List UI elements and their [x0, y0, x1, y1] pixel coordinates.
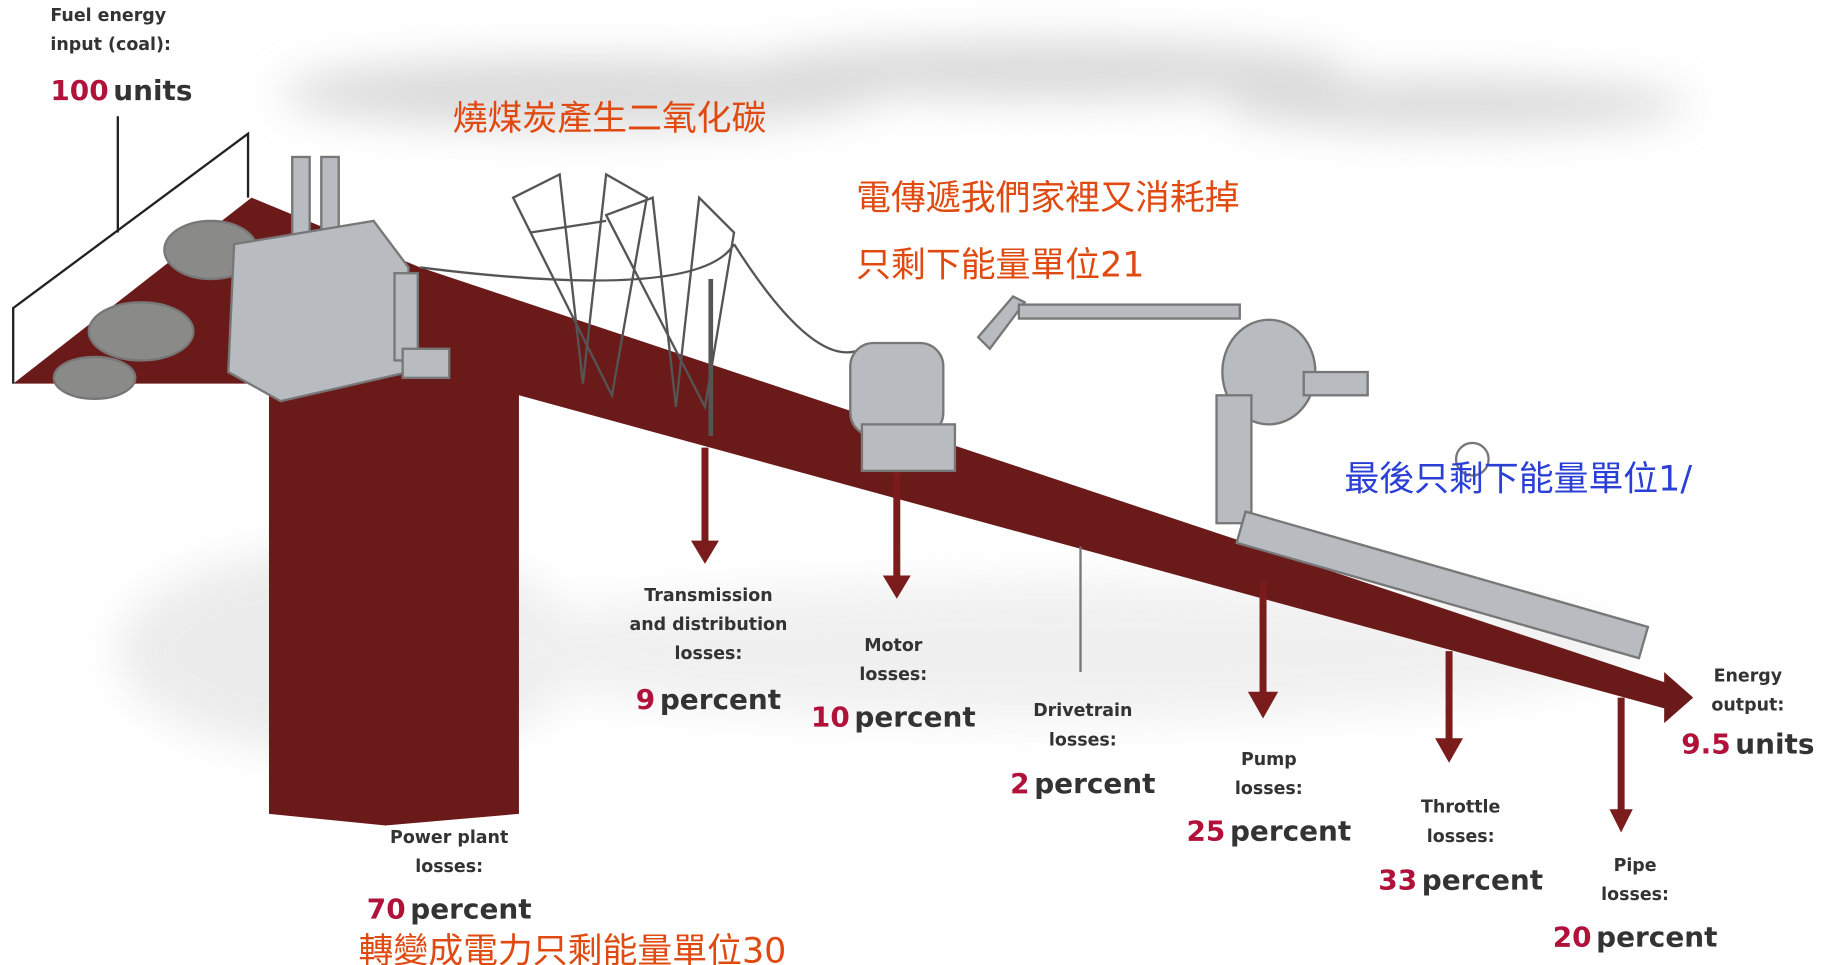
value-number: 33: [1378, 863, 1417, 896]
label-value: 25 percent: [1186, 815, 1351, 848]
label-line: Pump: [1241, 750, 1297, 770]
label-line: Drivetrain: [1033, 701, 1132, 721]
label-value: 33 percent: [1378, 863, 1543, 896]
coal-bracket: [12, 116, 250, 384]
label-value: 9.5 units: [1681, 727, 1814, 760]
label-value: 9 percent: [636, 683, 781, 716]
value-number: 2: [1010, 767, 1029, 800]
machines: [52, 155, 1650, 660]
label-line: losses:: [675, 644, 743, 664]
annotation: 只剩下能量單位21: [856, 246, 1144, 286]
loss-arrows: [691, 447, 1633, 833]
annotation: 燒煤炭產生二氧化碳: [453, 99, 767, 139]
value-unit: percent: [410, 892, 531, 925]
annotation: 電傳遞我們家裡又消耗掉: [856, 178, 1239, 218]
label-line: Throttle: [1421, 798, 1500, 818]
value-unit: percent: [1034, 767, 1155, 800]
label-line: Fuel energy: [50, 6, 166, 26]
label-value: 20 percent: [1553, 920, 1718, 953]
label-line: Transmission: [644, 586, 772, 606]
label-line: input (coal):: [50, 35, 171, 55]
value-number: 9.5: [1681, 727, 1730, 760]
value-number: 10: [811, 701, 850, 734]
value-number: 70: [367, 892, 406, 925]
label-line: losses:: [859, 665, 927, 685]
value-number: 100: [50, 74, 108, 107]
label-line: Energy: [1714, 666, 1783, 686]
annotation: 轉變成電力只剩能量單位30: [358, 932, 786, 965]
label-value: 10 percent: [811, 701, 976, 734]
label-line: Pipe: [1614, 856, 1657, 876]
value-unit: percent: [854, 701, 975, 734]
label-line: Power plant: [390, 828, 508, 848]
label-line: Motor: [864, 636, 923, 656]
label-value: 2 percent: [1010, 767, 1155, 800]
value-unit: percent: [1422, 863, 1543, 896]
label-value: 70 percent: [367, 892, 532, 925]
label-line: losses:: [1235, 779, 1303, 799]
annotation: 最後只剩下能量單位1/: [1344, 460, 1692, 500]
value-unit: units: [1735, 727, 1814, 760]
value-unit: percent: [1596, 920, 1717, 953]
label-line: losses:: [1049, 730, 1117, 750]
label-value: 100 units: [50, 74, 192, 107]
label-line: losses:: [415, 857, 483, 877]
value-number: 9: [636, 683, 655, 716]
label-line: losses:: [1601, 885, 1669, 905]
value-unit: percent: [1230, 815, 1351, 848]
value-unit: units: [113, 74, 192, 107]
value-unit: percent: [660, 683, 781, 716]
label-line: and distribution: [629, 615, 787, 635]
label-line: output:: [1711, 695, 1784, 715]
value-number: 25: [1186, 815, 1225, 848]
value-number: 20: [1553, 920, 1592, 953]
label-line: losses:: [1427, 827, 1495, 847]
